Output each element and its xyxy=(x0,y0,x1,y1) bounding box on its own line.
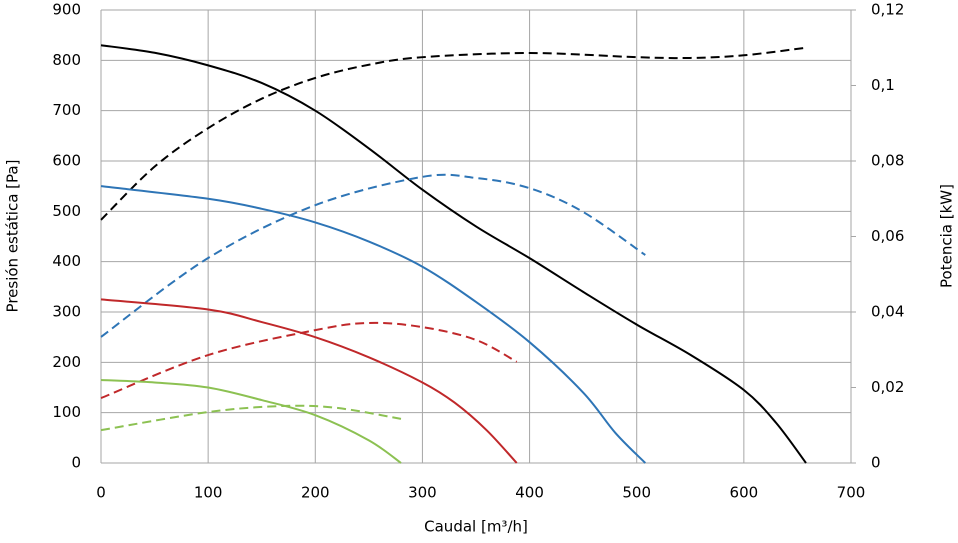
y-tick-label: 400 xyxy=(52,252,81,270)
y-tick-label: 100 xyxy=(52,403,81,421)
power-curve xyxy=(100,173,646,338)
y2-tick-label: 0 xyxy=(871,454,881,472)
pressure-curve xyxy=(100,298,518,464)
x-tick-label: 400 xyxy=(515,484,544,502)
x-tick-label: 500 xyxy=(622,484,651,502)
pressure-curve xyxy=(100,44,807,464)
y2-tick-label: 0,08 xyxy=(871,152,904,170)
y-tick-label: 0 xyxy=(71,454,81,472)
pressure-curve xyxy=(100,185,646,464)
y-tick-label: 700 xyxy=(52,101,81,119)
y-tick-label: 800 xyxy=(52,51,81,69)
x-tick-label: 100 xyxy=(194,484,223,502)
y2-tick-label: 0,06 xyxy=(871,227,904,245)
y2-tick-label: 0,02 xyxy=(871,378,904,396)
x-tick-label: 0 xyxy=(96,484,106,502)
y-tick-label: 600 xyxy=(52,152,81,170)
y-axis-label: Presión estática [Pa] xyxy=(4,160,22,313)
y2-axis-label: Potencia [kW] xyxy=(938,184,956,288)
y-tick-label: 200 xyxy=(52,353,81,371)
y2-tick-label: 0,1 xyxy=(871,76,895,94)
power-curve xyxy=(100,404,402,432)
y-tick-label: 900 xyxy=(52,1,81,19)
x-tick-label: 600 xyxy=(730,484,759,502)
x-tick-label: 300 xyxy=(408,484,437,502)
y-tick-label: 300 xyxy=(52,303,81,321)
x-axis-label: Caudal [m³/h] xyxy=(424,518,528,536)
power-curve xyxy=(100,321,518,399)
x-tick-label: 700 xyxy=(837,484,866,502)
y2-tick-label: 0,12 xyxy=(871,1,904,19)
pressure-curve xyxy=(100,378,402,464)
x-tick-label: 200 xyxy=(301,484,330,502)
y2-tick-label: 0,04 xyxy=(871,303,904,321)
power-curve xyxy=(100,46,807,221)
y-tick-label: 500 xyxy=(52,202,81,220)
